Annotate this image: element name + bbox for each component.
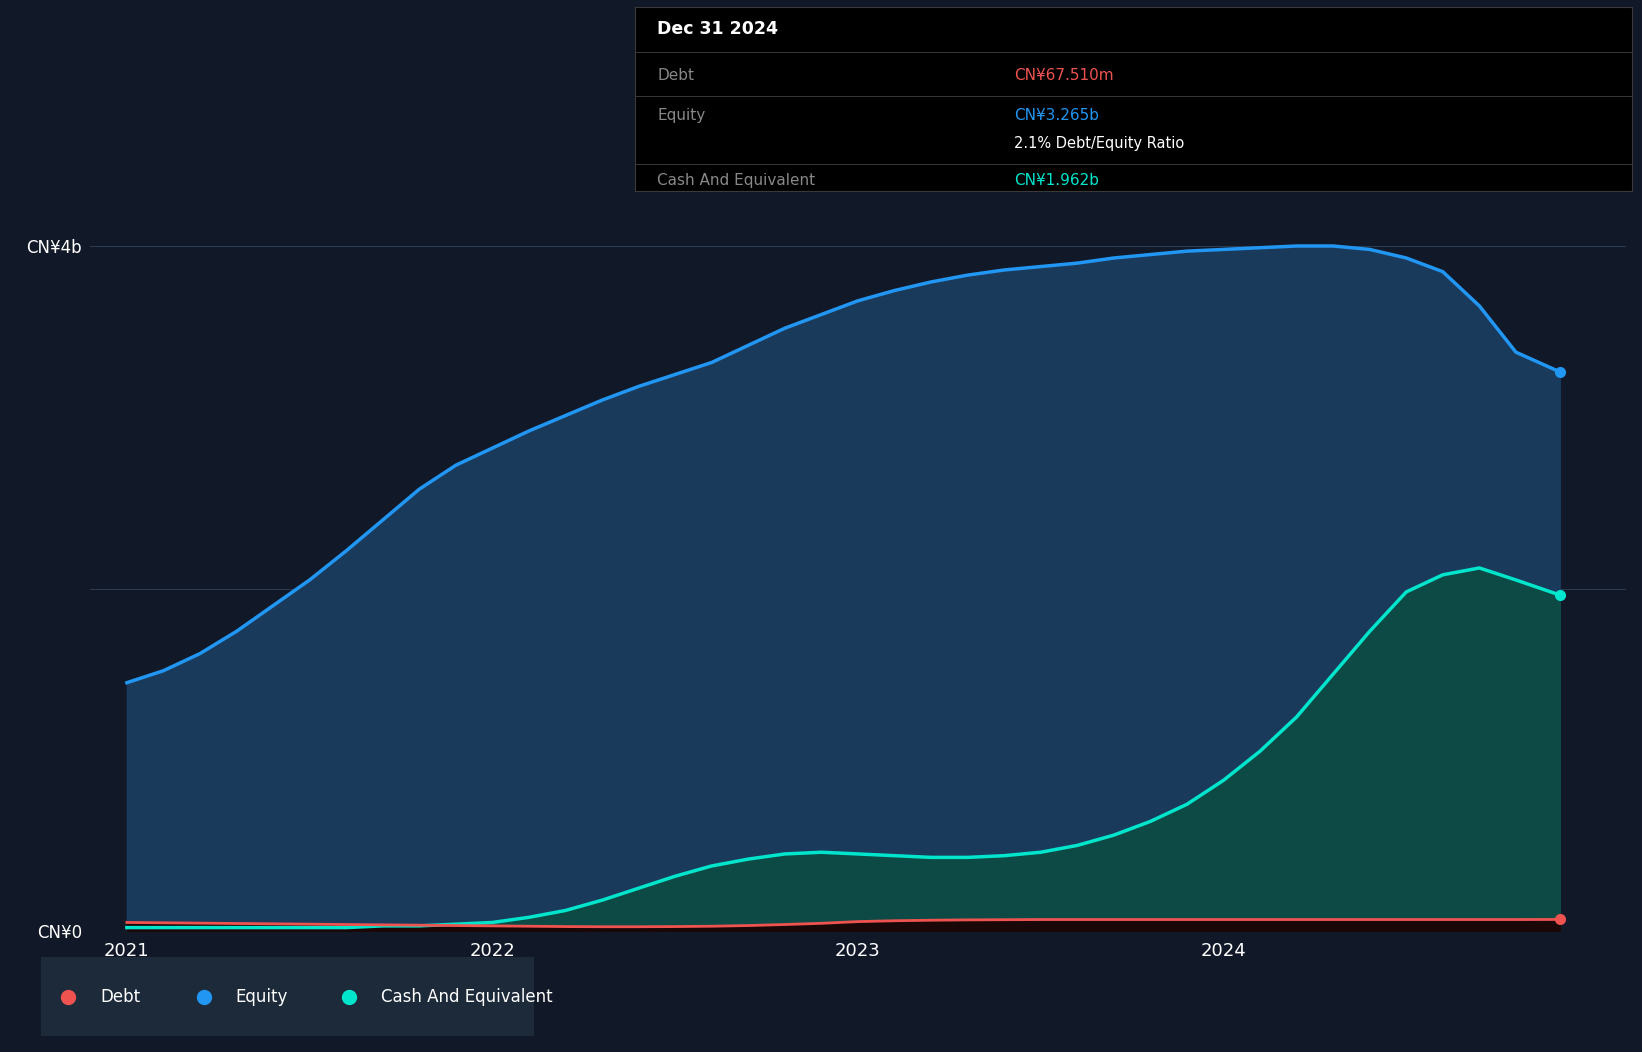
Text: Debt: Debt bbox=[657, 68, 695, 83]
Text: CN¥1.962b: CN¥1.962b bbox=[1015, 173, 1098, 188]
Text: CN¥67.510m: CN¥67.510m bbox=[1015, 68, 1113, 83]
Text: Cash And Equivalent: Cash And Equivalent bbox=[381, 988, 553, 1006]
Text: Cash And Equivalent: Cash And Equivalent bbox=[657, 173, 816, 188]
Text: CN¥3.265b: CN¥3.265b bbox=[1015, 108, 1098, 123]
Text: Equity: Equity bbox=[657, 108, 706, 123]
Text: Debt: Debt bbox=[100, 988, 140, 1006]
Text: 2.1% Debt/Equity Ratio: 2.1% Debt/Equity Ratio bbox=[1015, 136, 1184, 151]
Text: Equity: Equity bbox=[236, 988, 287, 1006]
Text: Dec 31 2024: Dec 31 2024 bbox=[657, 20, 778, 39]
